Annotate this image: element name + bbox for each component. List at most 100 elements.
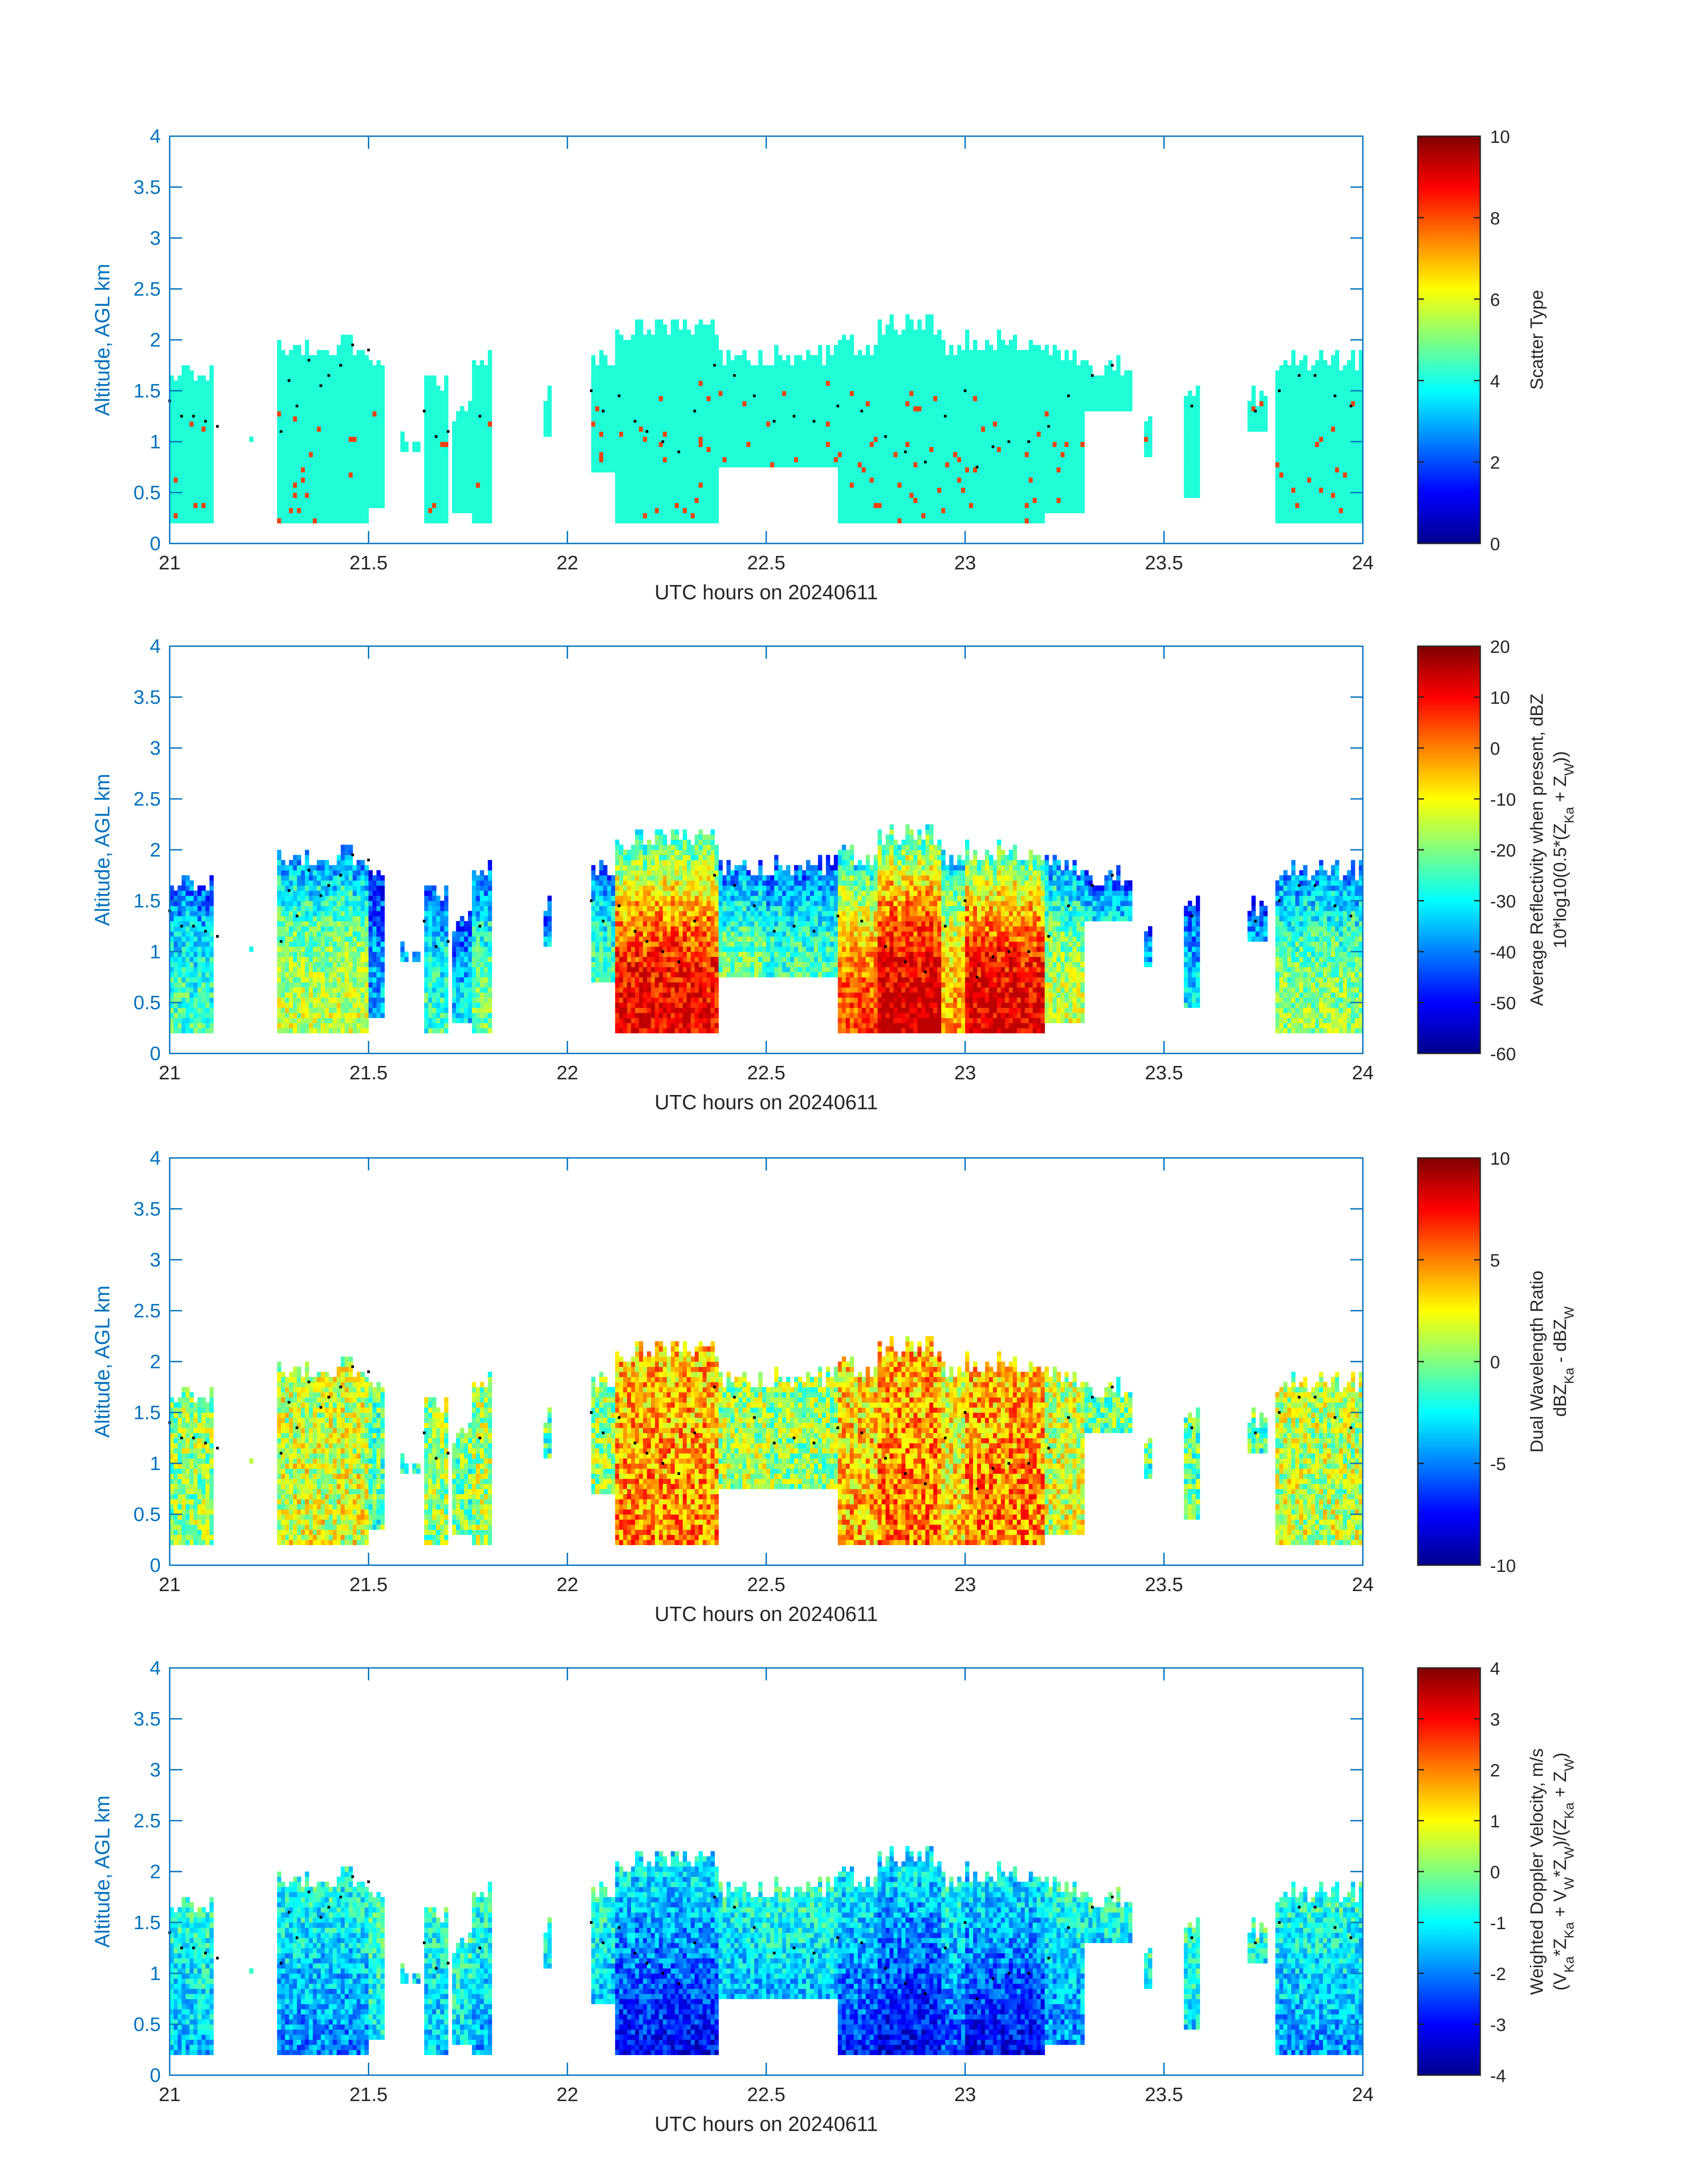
heatmap-cell	[1001, 482, 1005, 488]
heatmap-cell	[981, 406, 986, 412]
heatmap-cell	[714, 406, 719, 412]
heatmap-cell	[905, 482, 910, 488]
heatmap-cell	[949, 467, 954, 472]
heatmap-cell	[706, 355, 711, 361]
heatmap-cell	[181, 508, 186, 514]
heatmap-cell	[329, 370, 333, 376]
heatmap-cell	[639, 380, 643, 386]
heatmap-cell	[1001, 487, 1005, 493]
heatmap-cell	[846, 467, 850, 472]
heatmap-cell	[615, 385, 619, 391]
heatmap-cell	[360, 380, 365, 386]
heatmap-cell	[714, 416, 719, 422]
heatmap-cell	[802, 457, 806, 463]
heatmap-cell	[651, 508, 656, 514]
heatmap-cell	[734, 375, 739, 381]
heatmap-cell	[189, 436, 194, 442]
heatmap-cell	[702, 508, 707, 514]
heatmap-cell	[329, 406, 333, 412]
heatmap-cell	[591, 396, 596, 401]
heatmap-cell	[547, 406, 552, 412]
heatmap-cell	[798, 431, 802, 437]
heatmap-cell	[313, 385, 317, 391]
heatmap-cell	[873, 472, 878, 478]
heatmap-cell	[607, 421, 612, 427]
heatmap-cell	[444, 436, 449, 442]
heatmap-cell	[957, 513, 961, 518]
heatmap-cell	[181, 451, 186, 457]
heatmap-cell	[881, 360, 886, 366]
heatmap-cell	[667, 457, 671, 463]
heatmap-cell	[173, 487, 178, 493]
heatmap-cell	[985, 396, 990, 401]
heatmap-cell	[663, 508, 667, 514]
heatmap-cell	[301, 467, 305, 472]
heatmap-cell	[305, 431, 309, 437]
heatmap-cell	[472, 447, 476, 452]
heatmap-cell	[865, 345, 870, 351]
heatmap-cell	[730, 447, 735, 452]
heatmap-cell	[293, 401, 297, 406]
heatmap-cell	[945, 502, 950, 508]
heatmap-cell	[655, 370, 660, 376]
heatmap-cell	[869, 380, 874, 386]
heatmap-cell	[185, 467, 190, 472]
heatmap-cell	[889, 508, 894, 514]
heatmap-cell	[770, 375, 775, 381]
heatmap-cell	[981, 426, 986, 432]
heatmap-cell	[889, 396, 894, 401]
heatmap-cell	[798, 406, 802, 412]
heatmap-cell	[1001, 421, 1005, 427]
heatmap-cell	[679, 345, 683, 351]
heatmap-cell	[293, 477, 297, 483]
heatmap-cell	[901, 431, 906, 437]
heatmap-cell	[937, 406, 942, 412]
heatmap-cell	[611, 436, 616, 442]
heatmap-cell	[679, 467, 683, 472]
heatmap-cell	[838, 493, 842, 498]
heatmap-cell	[376, 472, 381, 478]
heatmap-cell	[929, 380, 934, 386]
heatmap-cell	[997, 513, 1002, 518]
heatmap-cell	[189, 472, 194, 478]
heatmap-cell	[372, 493, 377, 498]
heatmap-cell	[655, 350, 660, 355]
heatmap-cell	[281, 457, 285, 463]
heatmap-cell	[766, 447, 771, 452]
heatmap-cell	[356, 396, 361, 401]
heatmap-cell	[973, 385, 977, 391]
heatmap-cell	[301, 482, 305, 488]
heatmap-cell	[301, 385, 305, 391]
heatmap-cell	[615, 442, 619, 447]
heatmap-cell	[428, 391, 433, 396]
heatmap-cell	[297, 365, 301, 371]
heatmap-cell	[623, 472, 627, 478]
heatmap-cell	[368, 467, 373, 472]
heatmap-cell	[480, 391, 484, 396]
heatmap-cell	[615, 457, 619, 463]
heatmap-cell	[698, 467, 703, 472]
heatmap-cell	[698, 426, 703, 432]
heatmap-cell	[865, 431, 870, 437]
heatmap-cell	[683, 477, 687, 483]
heatmap-cell	[933, 477, 938, 483]
heatmap-cell	[857, 502, 862, 508]
heatmap-cell	[865, 462, 870, 468]
heatmap-cell	[683, 421, 687, 427]
heatmap-cell	[679, 330, 683, 335]
heatmap-cell	[671, 447, 675, 452]
heatmap-cell	[488, 421, 492, 427]
heatmap-cell	[209, 421, 214, 427]
heatmap-cell	[360, 518, 365, 523]
heatmap-cell	[488, 472, 492, 478]
heatmap-cell	[937, 451, 942, 457]
heatmap-cell	[917, 340, 922, 345]
heatmap-cell	[929, 451, 934, 457]
heatmap-cell	[205, 502, 210, 508]
heatmap-cell	[285, 442, 289, 447]
heatmap-cell	[372, 457, 377, 463]
heatmap-cell	[921, 472, 926, 478]
heatmap-cell	[806, 370, 810, 376]
heatmap-cell	[352, 467, 357, 472]
heatmap-cell	[706, 467, 711, 472]
